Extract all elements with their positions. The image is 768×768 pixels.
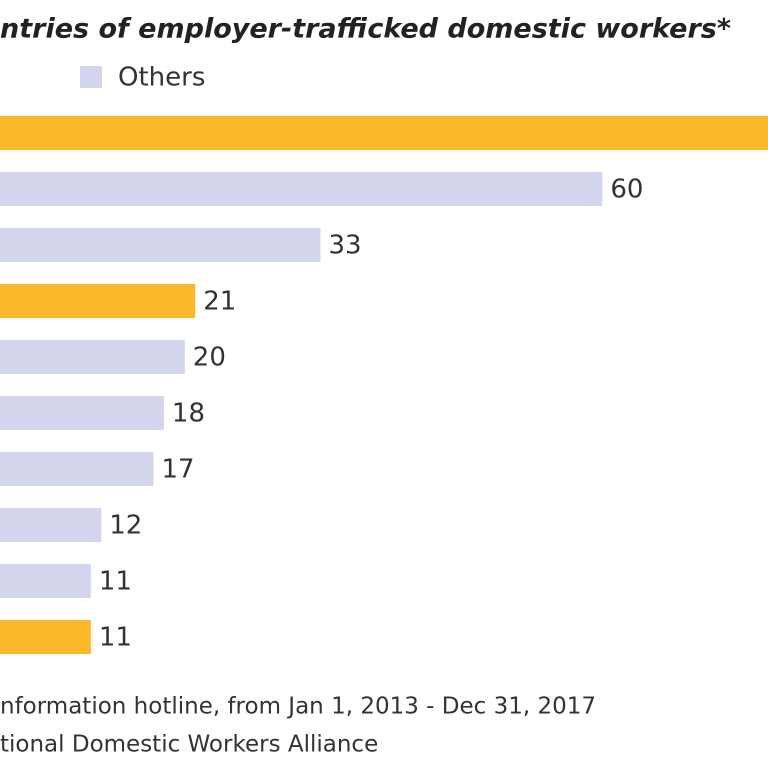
bar <box>0 228 321 262</box>
legend-swatch <box>80 66 102 88</box>
chart-title: ntries of employer-trafficked domestic w… <box>0 14 731 45</box>
value-label: 18 <box>172 399 205 429</box>
footnote: tional Domestic Workers Alliance <box>0 732 378 758</box>
value-label: 20 <box>193 343 226 373</box>
legend-label: Others <box>118 63 205 93</box>
value-label: 33 <box>329 231 362 261</box>
value-label: 11 <box>99 567 132 597</box>
footnote: nformation hotline, from Jan 1, 2013 - D… <box>0 694 596 720</box>
value-label: 60 <box>610 175 643 205</box>
value-label: 12 <box>109 511 142 541</box>
bar <box>0 620 91 654</box>
value-label: 21 <box>203 287 236 317</box>
bar <box>0 284 196 318</box>
bar <box>0 396 164 430</box>
value-label: 17 <box>161 455 194 485</box>
bar <box>0 452 154 486</box>
bar <box>0 172 603 206</box>
value-label: 11 <box>99 623 132 653</box>
bar <box>0 340 185 374</box>
bar <box>0 564 91 598</box>
bar <box>0 116 768 150</box>
bar <box>0 508 102 542</box>
